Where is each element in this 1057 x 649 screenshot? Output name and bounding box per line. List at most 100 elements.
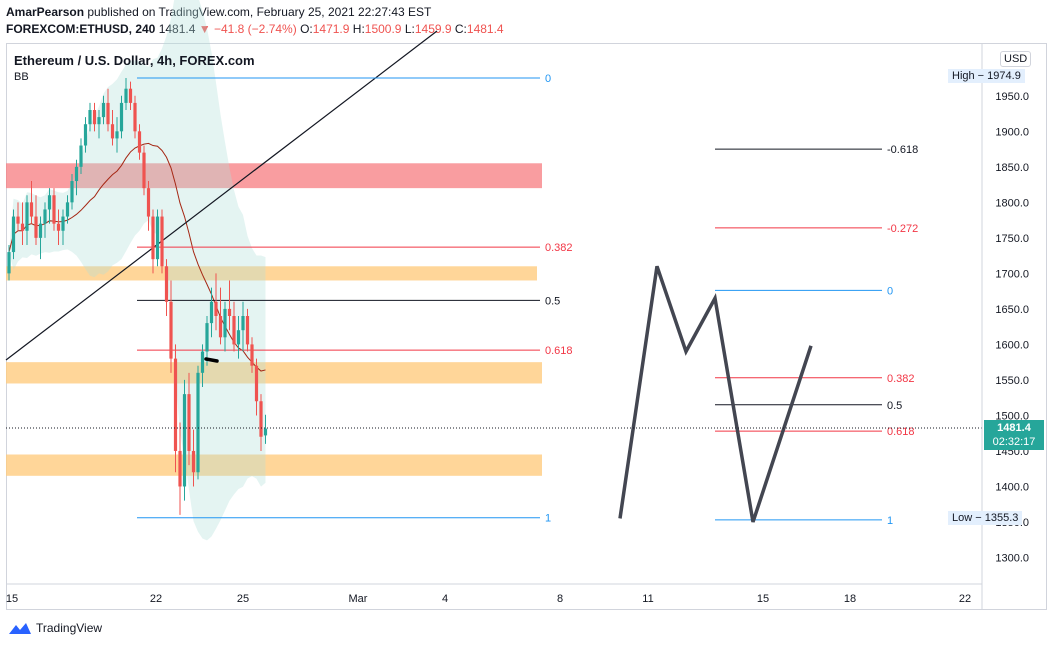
currency-button[interactable]: USD — [1000, 51, 1032, 67]
x-tick-label: 22 — [959, 593, 971, 605]
candle-body — [74, 166, 79, 182]
x-tick-label: 25 — [237, 593, 249, 605]
candle-body — [124, 88, 128, 103]
candle-body — [106, 102, 110, 125]
fib-level-label: 0.382 — [887, 373, 915, 385]
candle-body — [160, 216, 164, 267]
tradingview-logo[interactable]: TradingView — [8, 621, 102, 635]
projection-path[interactable] — [618, 265, 813, 523]
down-arrow-icon: ▼ — [198, 22, 211, 36]
x-tick-label: 15 — [757, 593, 769, 605]
publisher-name[interactable]: AmarPearson — [6, 5, 85, 19]
candle-body — [16, 216, 20, 224]
bar-countdown: 02:32:17 — [992, 436, 1036, 448]
brush-mark — [204, 357, 219, 363]
candle-body — [191, 450, 196, 473]
x-tick-label: 15 — [6, 593, 18, 605]
published-text: published on TradingView.com, February 2… — [84, 5, 432, 19]
candle-body — [205, 323, 209, 352]
candle-body — [70, 181, 74, 203]
candle-body — [65, 202, 70, 217]
y-tick-label: 1600.0 — [995, 339, 1029, 351]
candle-body — [254, 365, 259, 402]
candle-body — [245, 315, 250, 345]
x-tick-label: Mar — [349, 593, 368, 605]
y-tick-label: 1900.0 — [995, 126, 1029, 138]
indicator-label[interactable]: BB — [14, 71, 29, 83]
candle-body — [25, 202, 29, 231]
candle-body — [52, 195, 56, 224]
y-tick-label: 1800.0 — [995, 197, 1029, 209]
last-price: 1481.4 — [158, 22, 196, 36]
orange-zone — [6, 266, 537, 281]
fib-level-label: -0.272 — [887, 223, 918, 235]
candle-body — [34, 216, 38, 238]
y-tick-label: 1850.0 — [995, 162, 1029, 174]
x-tick-label: 11 — [642, 593, 653, 605]
trend-line[interactable] — [5, 30, 438, 361]
fib-level-label: 0.5 — [887, 400, 902, 412]
candle-body — [47, 195, 52, 210]
y-tick-label: 1750.0 — [995, 233, 1029, 245]
candle-body — [182, 394, 187, 487]
high-label: H: — [352, 22, 365, 36]
tradingview-logo-icon — [9, 623, 31, 634]
candle-body — [187, 394, 191, 451]
bollinger-basis-line — [8, 142, 266, 372]
open-label: O: — [300, 22, 313, 36]
high-tag-label: High — [952, 70, 975, 82]
y-tick-label: 1400.0 — [995, 481, 1029, 493]
low-value: 1459.9 — [414, 22, 452, 36]
y-tick-label: 1500.0 — [995, 410, 1029, 422]
fib-level-label: 0.5 — [545, 295, 560, 307]
candle-body — [61, 216, 65, 231]
candle-body — [110, 124, 115, 139]
candle-body — [232, 315, 236, 345]
high-tag-value: 1974.9 — [987, 70, 1021, 82]
candle-body — [97, 117, 101, 125]
candle-body — [43, 209, 47, 224]
candle-body — [92, 110, 97, 125]
open-value: 1471.9 — [312, 22, 350, 36]
y-tick-label: 1300.0 — [995, 553, 1029, 565]
high-value: 1500.9 — [364, 22, 402, 36]
x-tick-label: 8 — [557, 593, 563, 605]
candle-body — [227, 308, 232, 316]
fib-level-label: 1 — [887, 515, 893, 527]
candle-body — [83, 124, 88, 146]
candle-body — [214, 301, 218, 316]
candle-body — [88, 110, 92, 125]
candle-body — [196, 372, 200, 473]
low-tag-label: Low — [952, 512, 973, 524]
candle-body — [259, 401, 263, 437]
candle-body — [151, 216, 155, 260]
fib-level-label: 0 — [545, 73, 551, 85]
candle-body — [250, 344, 254, 366]
candle-body — [209, 301, 214, 324]
last-price-tag: 1481.4 02:32:17 — [984, 420, 1044, 450]
high-marker: High − 1974.9 — [948, 69, 1025, 83]
low-marker: Low − 1355.3 — [948, 511, 1023, 525]
chart-frame — [6, 43, 1047, 610]
candle-body — [137, 131, 142, 153]
candle-body — [223, 308, 227, 338]
last-price-tag-value: 1481.4 — [997, 422, 1031, 434]
candle-body — [79, 145, 83, 167]
candle-body — [241, 315, 245, 331]
low-label: L: — [404, 22, 415, 36]
candle-body — [115, 131, 119, 139]
brand-name: TradingView — [36, 621, 103, 635]
fib-level-label: 0.618 — [887, 426, 915, 438]
y-tick-label: 1550.0 — [995, 375, 1029, 387]
candle-body — [38, 223, 43, 238]
close-label: C: — [454, 22, 467, 36]
low-tag-value: 1355.3 — [984, 512, 1019, 524]
fib-level-label: 1 — [545, 513, 551, 525]
candle-body — [218, 315, 223, 338]
symbol-info: FOREXCOM:ETHUSD, 240 1481.4 ▼ −41.8 (−2.… — [6, 22, 504, 36]
x-tick-label: 4 — [442, 593, 448, 605]
chart-legend-title: Ethereum / U.S. Dollar, 4h, FOREX.com — [14, 53, 255, 68]
red-zone — [6, 163, 542, 189]
symbol-name: FOREXCOM:ETHUSD, 240 — [6, 22, 156, 36]
